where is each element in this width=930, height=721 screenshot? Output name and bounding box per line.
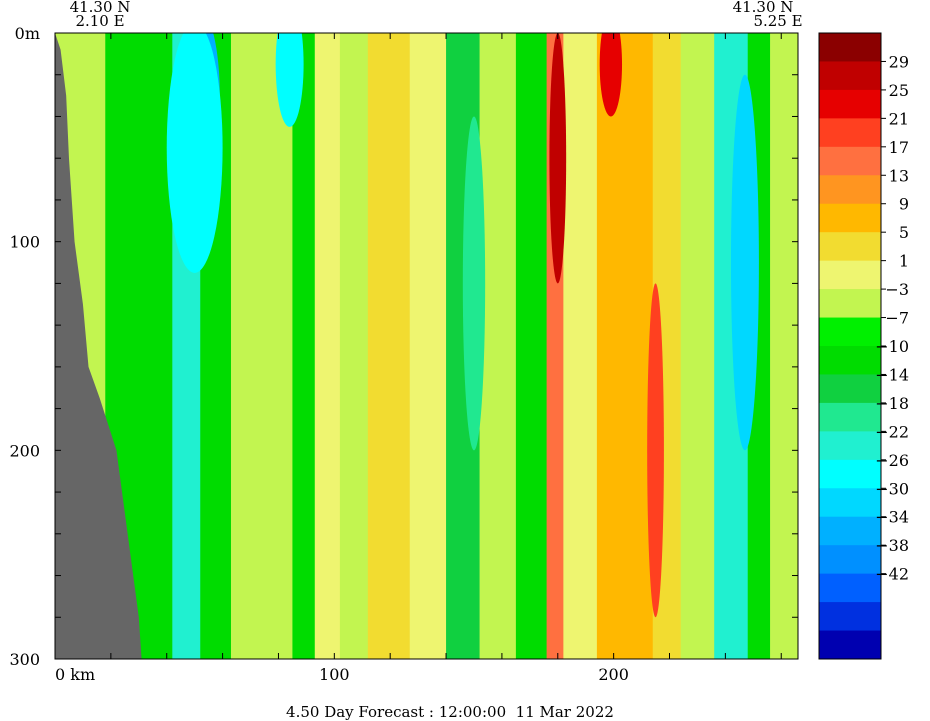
column-band-17 xyxy=(680,33,715,659)
colorbar-swatch-12 xyxy=(819,374,881,404)
colorbar-swatch-19 xyxy=(819,573,881,603)
colorbar-label-10: −10 xyxy=(875,337,909,356)
colorbar-swatch-2 xyxy=(819,89,881,119)
colorbar-label-15: −30 xyxy=(875,479,909,498)
plot-frame xyxy=(54,32,799,660)
colorbar-label-2: 21 xyxy=(889,109,909,128)
colorbar-label-4: 13 xyxy=(889,166,909,185)
feature-blob-4 xyxy=(730,74,759,451)
colorbar-label-13: −22 xyxy=(875,422,909,441)
feature-blob-5 xyxy=(549,33,567,284)
colorbar-label-5: 9 xyxy=(899,195,909,214)
colorbar-label-12: −18 xyxy=(875,394,909,413)
column-band-9 xyxy=(409,33,447,659)
x-tick-label-1: 100 xyxy=(319,665,350,684)
plot-area xyxy=(55,33,798,659)
colorbar-swatch-13 xyxy=(819,402,881,432)
column-band-6 xyxy=(314,33,341,659)
colorbar-swatch-6 xyxy=(819,203,881,233)
colorbar-label-1: 25 xyxy=(889,81,909,100)
colorbar-swatch-17 xyxy=(819,516,881,546)
x-tick-label-0: 0 km xyxy=(55,665,95,684)
forecast-title: 4.50 Day Forecast : 12:00:00 11 Mar 2022 xyxy=(286,703,614,721)
feature-blob-2 xyxy=(166,33,223,273)
colorbar-swatch-10 xyxy=(819,317,881,347)
column-band-20 xyxy=(770,33,798,659)
colorbar-label-16: −34 xyxy=(875,508,909,527)
colorbar-label-7: 1 xyxy=(899,252,909,271)
y-tick-label-0: 0m xyxy=(15,24,40,43)
land-mask xyxy=(55,33,142,659)
column-band-14 xyxy=(563,33,598,659)
column-band-11 xyxy=(479,33,517,659)
x-tick-label-2: 200 xyxy=(598,665,629,684)
colorbar-frame xyxy=(818,32,882,660)
colorbar-label-6: 5 xyxy=(899,223,909,242)
feature-blob-3 xyxy=(275,33,304,127)
colorbar: 29 25 21 17 13 9 5 1 −3 −7 −10 −14 −18 −22 −26 −30 −34 −3… xyxy=(819,33,909,660)
y-tick-label-2: 200 xyxy=(9,441,40,460)
colorbar-label-14: −26 xyxy=(875,451,909,470)
colorbar-swatch-18 xyxy=(819,545,881,575)
colorbar-swatch-21 xyxy=(819,630,881,660)
column-band-5 xyxy=(292,33,316,659)
column-band-8 xyxy=(367,33,411,659)
colorbar-swatch-11 xyxy=(819,346,881,375)
colorbar-swatch-20 xyxy=(819,602,881,632)
colorbar-swatch-9 xyxy=(819,289,881,319)
colorbar-label-11: −14 xyxy=(875,365,909,384)
corner-left-lon: 2.10 E xyxy=(75,12,124,30)
colorbar-swatch-7 xyxy=(819,232,881,262)
column-band-7 xyxy=(339,33,369,659)
feature-blob-8 xyxy=(462,116,486,451)
colorbar-swatch-3 xyxy=(819,118,881,148)
colorbar-label-3: 17 xyxy=(889,138,909,157)
y-tick-label-1: 100 xyxy=(9,233,40,252)
feature-blob-7 xyxy=(647,283,664,618)
colorbar-swatch-5 xyxy=(819,175,881,205)
feature-blob-6 xyxy=(599,33,623,117)
column-band-15 xyxy=(596,33,654,659)
colorbar-swatch-0 xyxy=(819,33,881,62)
colorbar-swatch-8 xyxy=(819,260,881,290)
colorbar-label-0: 29 xyxy=(889,52,909,71)
colorbar-swatch-1 xyxy=(819,61,881,91)
colorbar-swatch-14 xyxy=(819,431,881,461)
corner-right-lon: 5.25 E xyxy=(753,12,802,30)
colorbar-label-8: −3 xyxy=(885,280,909,299)
colorbar-swatch-15 xyxy=(819,459,881,489)
column-band-4 xyxy=(230,33,293,659)
colorbar-label-18: −42 xyxy=(875,565,909,584)
corner-left-lat: 41.30 N xyxy=(70,0,131,16)
colorbar-label-9: −7 xyxy=(885,309,909,328)
y-tick-label-3: 300 xyxy=(9,650,40,669)
colorbar-label-17: −38 xyxy=(875,536,909,555)
corner-right-lat: 41.30 N xyxy=(733,0,794,16)
colorbar-swatch-4 xyxy=(819,146,881,176)
colorbar-swatch-16 xyxy=(819,488,881,518)
column-band-12 xyxy=(515,33,548,659)
